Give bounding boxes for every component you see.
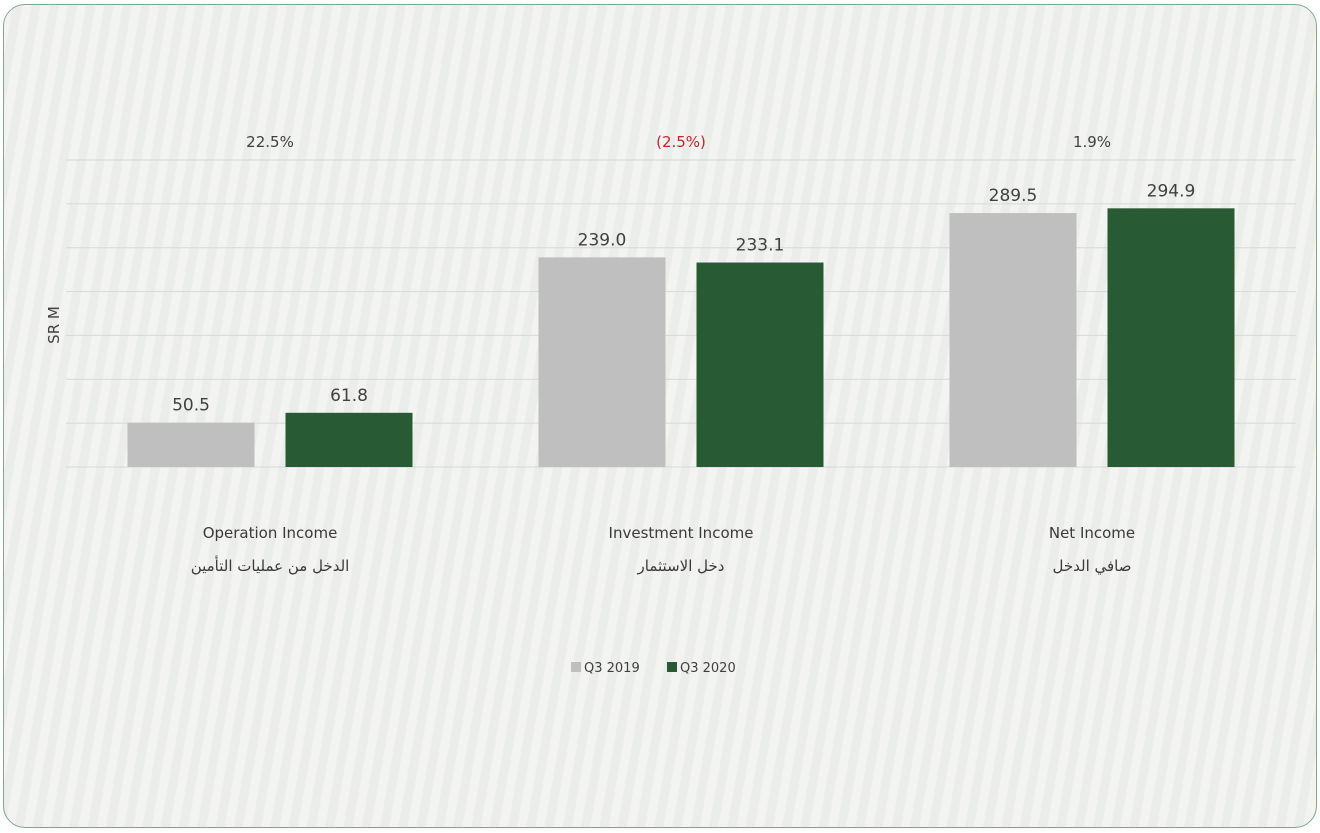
bar-q3-2020 [696,262,824,467]
data-label: 233.1 [736,236,785,256]
change-label: 22.5% [246,133,294,151]
data-label: 294.9 [1147,181,1196,201]
category-label-en: Net Income [1049,524,1135,542]
category-label-en: Investment Income [609,524,754,542]
category-label-ar: دخل الاستثمار [637,557,725,575]
category-label-ar: الدخل من عمليات التأمين [191,555,350,575]
data-label: 289.5 [989,186,1038,206]
gridlines [66,159,1296,468]
legend: Q3 2019 Q3 2020 [571,661,736,676]
category-label-ar: صافي الدخل [1053,557,1132,576]
data-label: 239.0 [578,230,627,250]
legend-swatch [571,662,581,672]
bar-q3-2019 [538,257,666,467]
legend-label: Q3 2020 [680,661,736,676]
labels: 50.5 61.8 22.5% Operation Income الدخل من عم… [172,133,1195,576]
data-label: 61.8 [330,386,368,406]
chart-card: SR M 50.5 61.8 22.5% Operation Income الدخل … [3,4,1317,828]
change-label: 1.9% [1073,133,1111,151]
category-label-en: Operation Income [203,524,338,542]
bars [127,208,1235,467]
bar-q3-2019 [127,422,255,467]
legend-swatch [667,662,677,672]
bar-chart: SR M 50.5 61.8 22.5% Operation Income الدخل … [45,133,1296,676]
change-label: (2.5%) [656,133,706,151]
bar-q3-2019 [949,213,1077,467]
bar-q3-2020 [1107,208,1235,467]
y-axis-title: SR M [45,306,63,344]
bar-q3-2020 [285,412,413,467]
legend-label: Q3 2019 [584,661,640,676]
data-label: 50.5 [172,396,210,416]
